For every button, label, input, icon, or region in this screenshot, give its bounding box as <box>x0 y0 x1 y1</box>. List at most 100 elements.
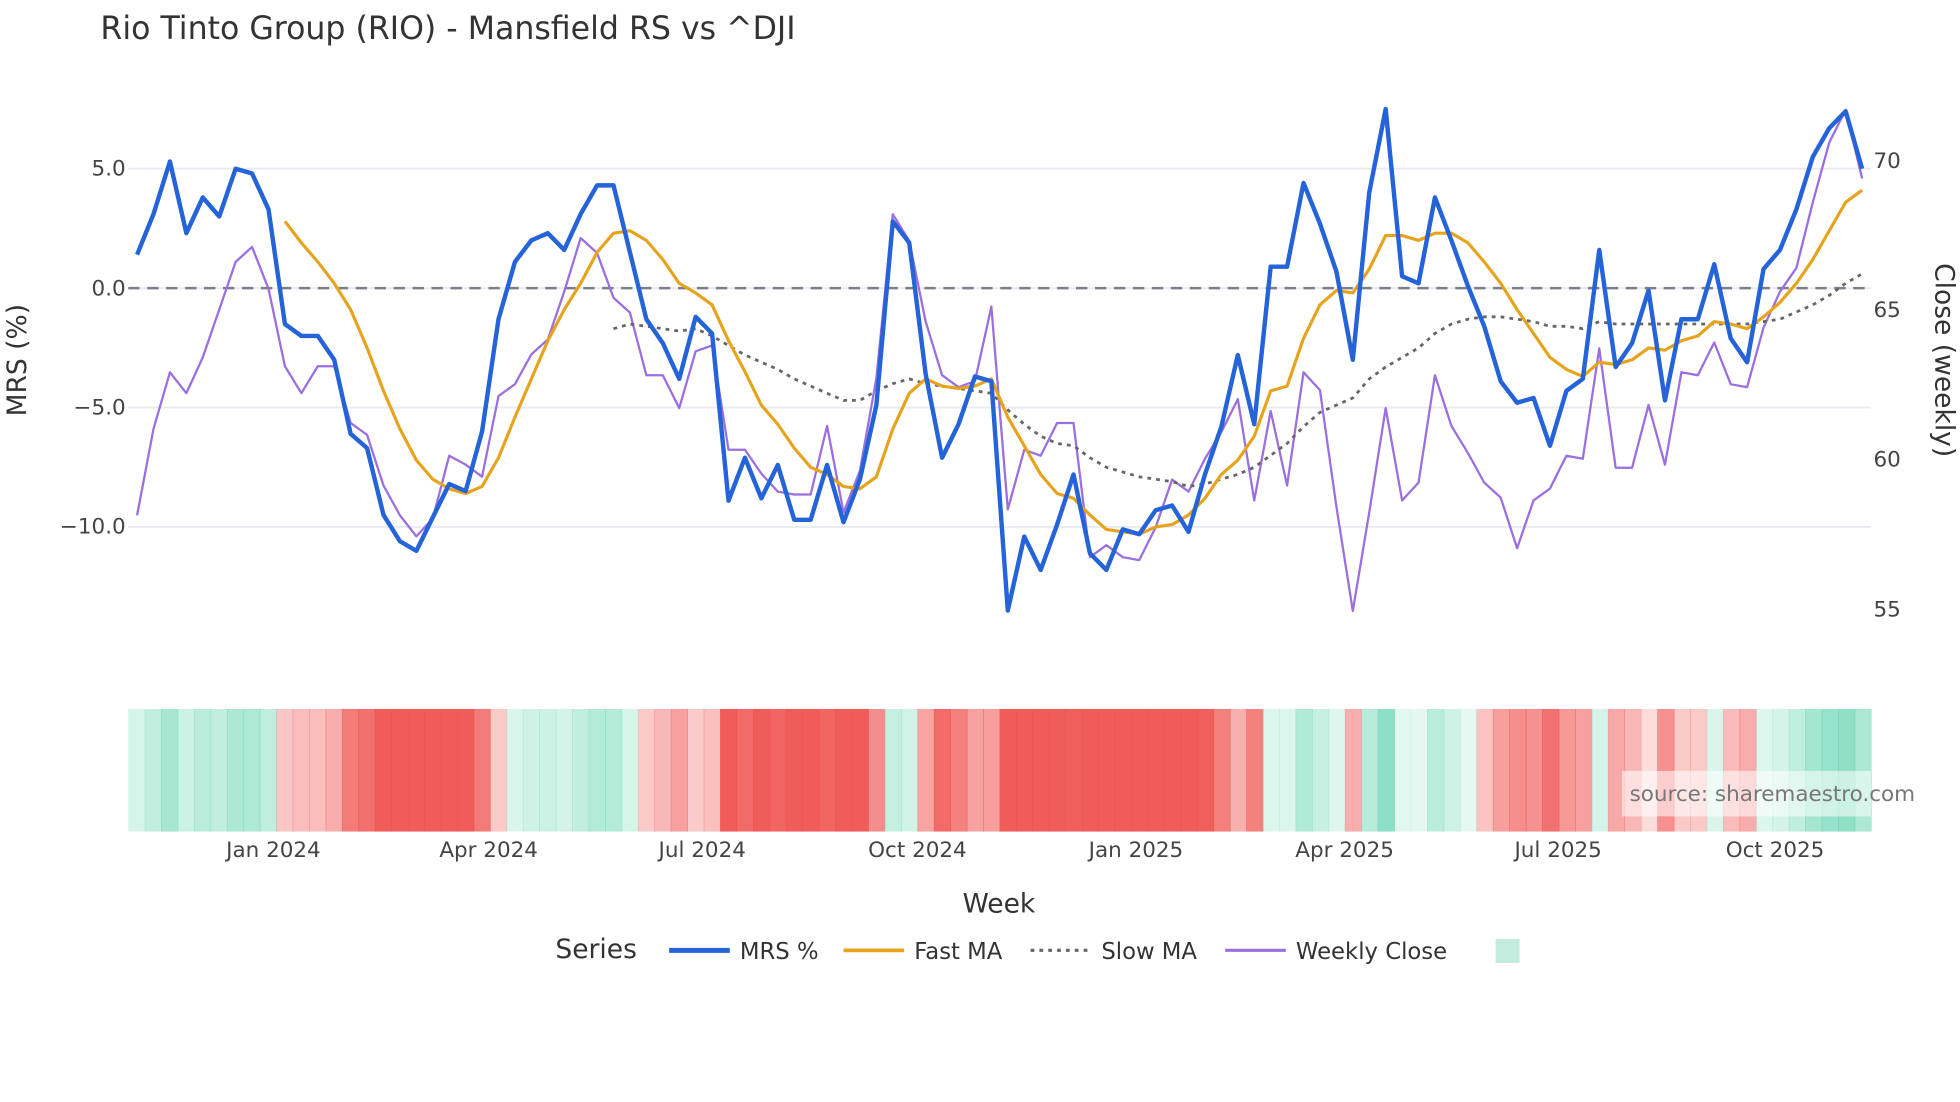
heat-band-cell <box>736 708 754 832</box>
heat-band-cell <box>1213 708 1231 832</box>
heat-band-cell <box>1098 708 1116 832</box>
heat-band-cell <box>555 708 573 832</box>
heat-band-cell <box>424 708 442 832</box>
heat-band-cell <box>506 708 524 832</box>
heat-band-cell <box>1032 708 1050 832</box>
heat-band-cell <box>605 708 623 832</box>
heat-band-cell <box>1016 708 1034 832</box>
mrs-line <box>135 106 1865 613</box>
y-axis-title: MRS (%) <box>2 304 33 416</box>
y-tick-label: −5.0 <box>74 396 126 421</box>
heat-band-cell <box>851 708 869 832</box>
heat-band-cell <box>884 708 902 832</box>
heat-band-cell <box>1131 708 1149 832</box>
heat-band-cell <box>341 708 360 832</box>
heat-band-cell <box>1476 708 1494 832</box>
source-annotation-bg <box>1621 770 1871 817</box>
x-tick-label: Apr 2025 <box>1295 838 1394 863</box>
heat-band-cell <box>522 708 541 832</box>
x-tick-label: Oct 2024 <box>868 838 967 863</box>
x-tick-label: Jan 2025 <box>1087 838 1184 863</box>
heat-band-cell <box>1361 708 1379 832</box>
heat-band-cell <box>1459 708 1478 832</box>
x-tick-label: Oct 2025 <box>1726 838 1825 863</box>
heat-band-cell <box>1607 708 1626 832</box>
heat-band-cell <box>1196 708 1215 832</box>
heat-band-cell <box>1295 708 1313 832</box>
heat-band-cell <box>1344 708 1363 832</box>
heat-band-cell <box>687 708 705 832</box>
heat-band-cell <box>407 708 425 832</box>
source-annotation: source: sharemaestro.com <box>1630 782 1916 807</box>
heat-band-cell <box>325 708 343 832</box>
heat-band-cell <box>1394 708 1412 832</box>
slow-ma-line <box>613 272 1863 488</box>
heat-band-cell <box>900 708 919 832</box>
heat-band-cell <box>1542 708 1560 832</box>
heat-band-cell <box>637 708 656 832</box>
heat-band-cell <box>1509 708 1527 832</box>
heat-band-cell <box>374 708 393 832</box>
heat-band-cell <box>1427 708 1445 832</box>
heat-band-cell <box>1065 708 1083 832</box>
heat-band-cell <box>1492 708 1511 832</box>
legend-item-weekly-close[interactable]: Weekly Close <box>1225 939 1447 965</box>
legend: Series MRS % Fast MA Slow MA Weekly Clos… <box>555 934 1520 965</box>
legend-item-heat-band[interactable] <box>1495 938 1520 963</box>
heat-band-cell <box>210 708 228 832</box>
heat-band-cell <box>621 708 639 832</box>
legend-label: Fast MA <box>914 939 1003 965</box>
heat-band-cell <box>999 708 1017 832</box>
series-lines <box>135 106 1865 613</box>
y2-tick-label: 65 <box>1873 298 1900 323</box>
legend-item-fast-ma[interactable]: Fast MA <box>843 939 1003 965</box>
heat-band-cell <box>1377 708 1395 832</box>
heat-band-cell <box>588 708 606 832</box>
x-tick-label: Apr 2024 <box>439 838 538 863</box>
heat-band-cell <box>572 708 590 832</box>
heat-band-cell <box>161 708 179 832</box>
heat-band-cell <box>1147 708 1165 832</box>
heat-band-cell <box>276 708 294 832</box>
heat-band-cell <box>720 708 738 832</box>
heat-band-cell <box>177 708 195 832</box>
y-tick-label: −10.0 <box>60 514 126 539</box>
heat-band-cell <box>917 708 935 832</box>
weekly-close-line <box>135 108 1864 613</box>
heat-band-cell <box>226 708 245 832</box>
heat-band-cell <box>309 708 327 832</box>
heat-band-cell <box>835 708 853 832</box>
legend-label: Slow MA <box>1101 939 1197 965</box>
heat-band-cell <box>703 708 721 832</box>
heat-band-cell <box>966 708 984 832</box>
heat-band <box>128 708 1872 832</box>
heat-band-cell <box>1311 708 1330 832</box>
heat-band-cell <box>358 708 376 832</box>
heat-band-cell <box>1558 708 1576 832</box>
heat-band-cell <box>128 708 146 832</box>
legend-item-slow-ma[interactable]: Slow MA <box>1030 939 1198 965</box>
heat-band-cell <box>259 708 277 832</box>
heat-band-cell <box>292 708 310 832</box>
heat-band-cell <box>391 708 409 832</box>
heat-band-cell <box>654 708 672 832</box>
heat-band-cell <box>440 708 458 832</box>
heat-band-cell <box>539 708 557 832</box>
x-tick-label: Jul 2024 <box>657 838 746 863</box>
legend-item-mrs[interactable]: MRS % <box>669 939 819 965</box>
heat-band-cell <box>983 708 1001 832</box>
y2-tick-label: 70 <box>1873 149 1900 174</box>
legend-label: Weekly Close <box>1296 939 1447 965</box>
heat-band-cell <box>457 708 475 832</box>
fast-ma-line <box>283 188 1864 536</box>
heat-band-cell <box>193 708 212 832</box>
chart-title: Rio Tinto Group (RIO) - Mansfield RS vs … <box>100 11 795 47</box>
heat-band-cell <box>243 708 261 832</box>
x-tick-label: Jul 2025 <box>1512 838 1601 863</box>
heat-band-cell <box>1180 708 1198 832</box>
heat-band-cell <box>1114 708 1132 832</box>
heat-band-cell <box>1410 708 1428 832</box>
heat-band-cell <box>1229 708 1247 832</box>
heat-band-cell <box>1328 708 1346 832</box>
